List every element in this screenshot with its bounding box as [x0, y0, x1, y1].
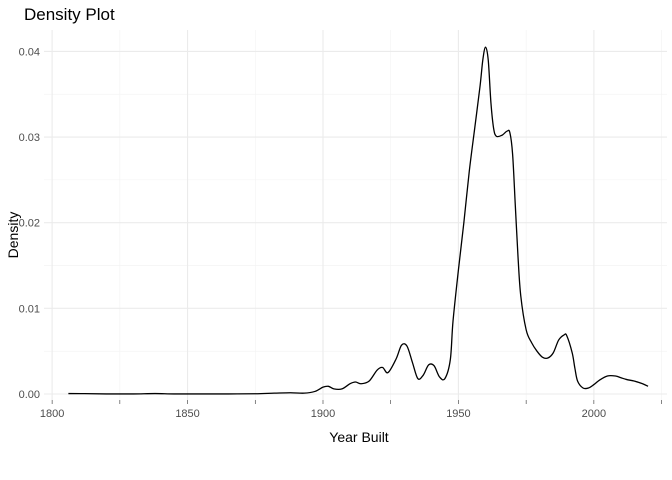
- x-axis-ticks: 1800 1850 1900 1950 2000: [40, 400, 662, 420]
- y-axis-ticks: 0.00 0.01 0.02 0.03 0.04: [19, 46, 40, 401]
- x-tick-label: 1800: [40, 408, 64, 420]
- y-tick-label: 0.00: [19, 389, 40, 401]
- x-tick-label: 2000: [582, 408, 606, 420]
- x-axis-title: Year Built: [329, 429, 389, 445]
- x-tick-label: 1950: [446, 408, 470, 420]
- x-tick-label: 1900: [311, 408, 335, 420]
- chart-title: Density Plot: [24, 5, 115, 24]
- x-tick-label: 1850: [175, 408, 199, 420]
- density-curve: [68, 46, 649, 395]
- y-axis-title: Density: [5, 212, 21, 259]
- y-tick-label: 0.01: [19, 303, 40, 315]
- y-tick-label: 0.03: [19, 132, 40, 144]
- y-tick-label: 0.02: [19, 218, 40, 230]
- minor-gridlines: [44, 30, 667, 400]
- y-tick-label: 0.04: [19, 46, 40, 58]
- major-gridlines: [44, 30, 667, 400]
